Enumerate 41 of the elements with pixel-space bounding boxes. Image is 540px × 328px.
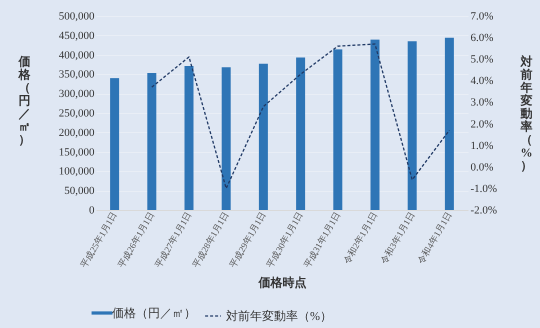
legend-label: 価格（円／㎡） bbox=[112, 306, 196, 320]
y2-tick-label: 2.0% bbox=[470, 118, 494, 130]
line-series bbox=[151, 43, 450, 190]
y-tick-label: 500,000 bbox=[58, 10, 95, 22]
x-tick-label: 令和3年1月1日 bbox=[378, 210, 417, 266]
bar bbox=[222, 67, 231, 210]
y-tick-label: 250,000 bbox=[58, 108, 95, 120]
y-tick-label: 100,000 bbox=[58, 166, 95, 178]
x-tick-label: 令和4年1月1日 bbox=[416, 210, 454, 266]
y-tick-label: 400,000 bbox=[58, 49, 95, 62]
text: 対前年変動率（%） bbox=[520, 54, 532, 172]
bar bbox=[333, 49, 342, 210]
y2-tick-label: 0.0% bbox=[470, 161, 494, 174]
y-tick-label: 150,000 bbox=[58, 146, 95, 158]
x-axis-title: 価格時点 bbox=[258, 276, 306, 290]
y-tick-label: 450,000 bbox=[58, 30, 95, 42]
y2-tick-label: 3.0% bbox=[470, 96, 494, 109]
y-axis-title: 価格（円／㎡） bbox=[18, 54, 32, 146]
bar bbox=[408, 41, 417, 210]
y-tick-label: 50,000 bbox=[64, 185, 95, 198]
x-tick-label: 平成27年1月1日 bbox=[153, 210, 194, 270]
bar bbox=[184, 66, 194, 210]
bar bbox=[258, 64, 268, 210]
bar bbox=[370, 40, 380, 210]
bar bbox=[296, 58, 306, 210]
y2-tick-label: 7.0% bbox=[470, 10, 494, 22]
y2-tick-label: 1.0% bbox=[470, 140, 494, 152]
y-tick-label: 300,000 bbox=[58, 88, 95, 100]
bar bbox=[110, 78, 120, 210]
legend-label: 対前年変動率（%） bbox=[226, 309, 332, 323]
y-tick-label: 350,000 bbox=[58, 68, 95, 81]
y2-tick-label: 6.0% bbox=[470, 32, 494, 44]
bar bbox=[147, 73, 156, 210]
y2-tick-label: -2.0% bbox=[470, 204, 498, 216]
y-tick-label: 200,000 bbox=[58, 126, 95, 139]
x-tick-label: 令和2年1月1日 bbox=[341, 210, 380, 266]
y-tick-label: 0 bbox=[89, 204, 95, 216]
bar bbox=[444, 38, 454, 210]
y2-tick-label: 4.0% bbox=[470, 75, 494, 88]
y2-tick-label: 5.0% bbox=[470, 54, 494, 66]
y2-tick-label: -1.0% bbox=[470, 182, 498, 195]
